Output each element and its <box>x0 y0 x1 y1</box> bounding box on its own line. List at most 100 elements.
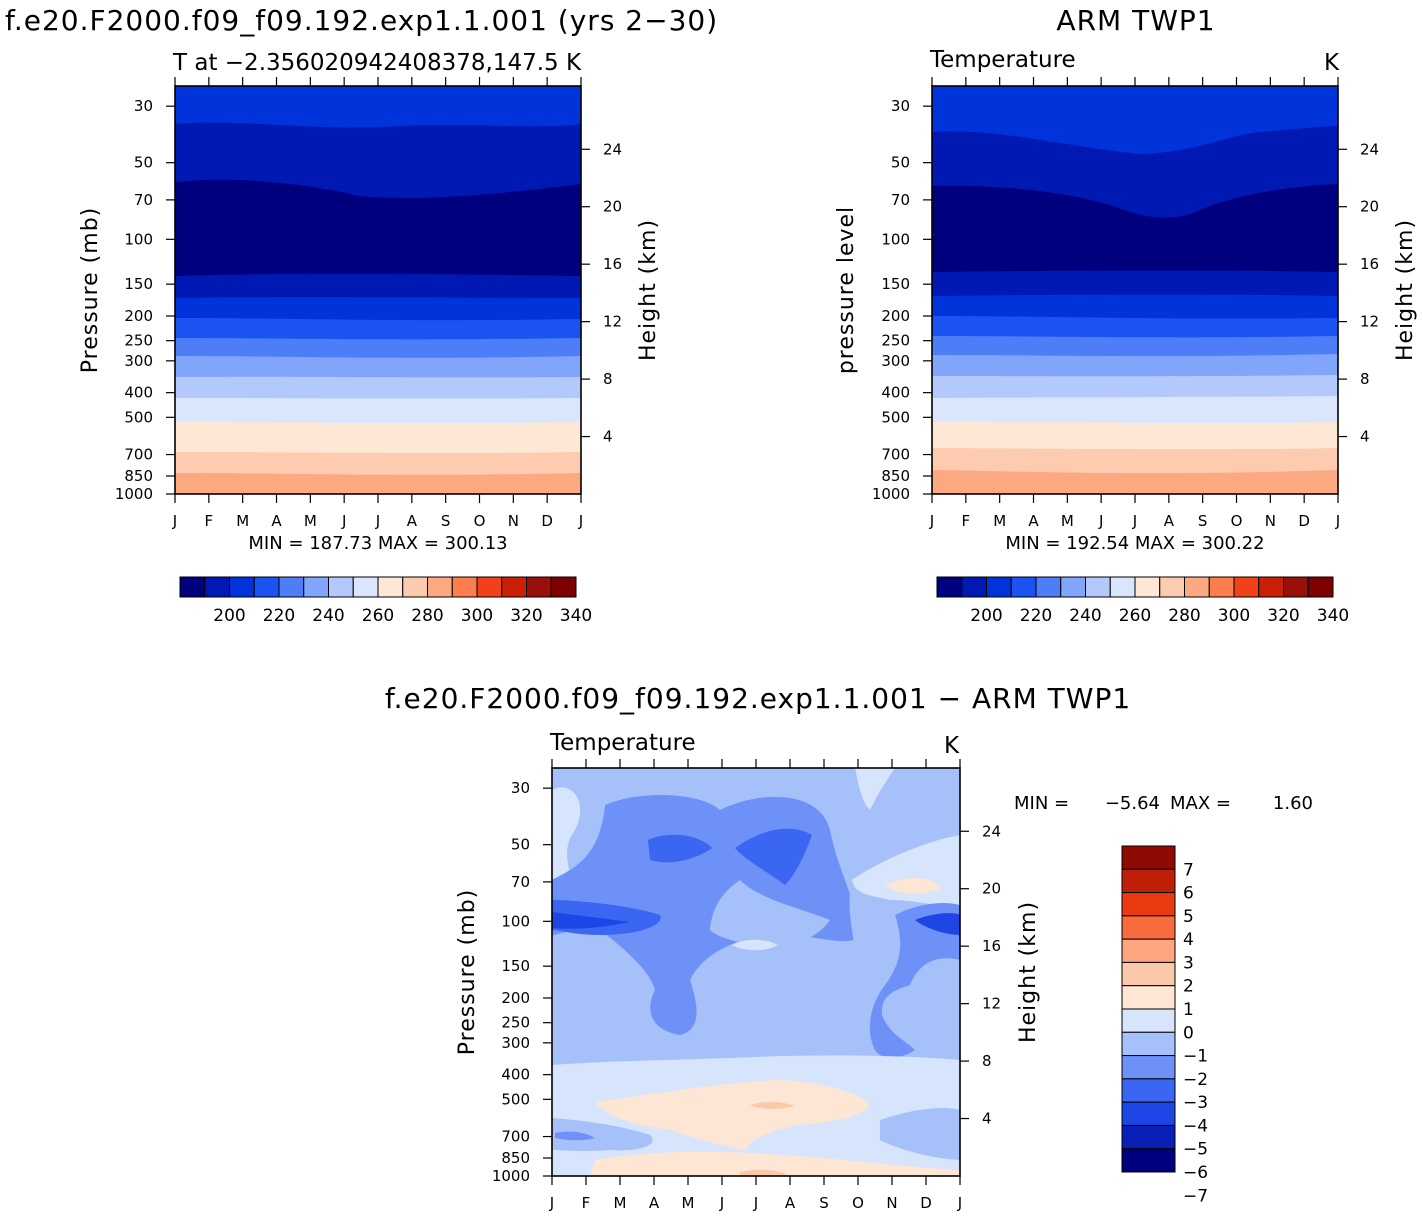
band <box>732 939 778 951</box>
y-tick-label: 850 <box>501 1149 530 1167</box>
colorbar-label: −4 <box>1183 1116 1208 1136</box>
colorbar-label: −5 <box>1183 1140 1208 1160</box>
band <box>750 1102 795 1109</box>
y2-tick-label: 16 <box>603 255 622 273</box>
colorbar-box <box>1060 576 1086 598</box>
x-tick-label: O <box>852 1194 864 1212</box>
panel-diff-min-label: MIN = <box>1014 793 1069 814</box>
y-tick-label: 300 <box>124 352 153 370</box>
y2-tick-label: 24 <box>982 822 1001 840</box>
colorbar-box <box>1010 576 1037 598</box>
band <box>852 835 960 910</box>
x-tick-label: J <box>341 512 346 530</box>
panel-diff-ylabel: Pressure (mb) <box>455 889 480 1056</box>
y2-tick-label: 16 <box>1360 255 1379 273</box>
y-tick-label: 250 <box>501 1014 530 1032</box>
y-tick-label: 700 <box>501 1128 530 1146</box>
colorbar-label: 280 <box>1168 606 1200 626</box>
y2-tick-label: 20 <box>982 880 1001 898</box>
colorbar-box <box>1085 576 1111 598</box>
colorbar-label: −7 <box>1183 1186 1208 1206</box>
panel-model-minmax: MIN = 187.73 MAX = 300.13 <box>248 533 507 554</box>
panel-obs-ylabel: pressure level <box>834 206 859 374</box>
band <box>552 912 630 929</box>
panel-diff-title: f.e20.F2000.f09_f09.192.exp1.1.001 − ARM… <box>385 682 1131 715</box>
y2-tick-label: 24 <box>1360 140 1379 158</box>
x-tick-label: J <box>1098 512 1103 530</box>
panel-obs-y2label: Height (km) <box>1393 219 1418 361</box>
colorbar-box <box>1283 576 1309 598</box>
x-tick-label: N <box>508 512 519 530</box>
x-tick-label: S <box>1198 512 1208 530</box>
colorbar-box <box>1307 576 1334 598</box>
y2-tick-label: 4 <box>982 1110 992 1128</box>
y-tick-label: 250 <box>124 332 153 350</box>
colorbar-box <box>1121 845 1176 870</box>
colorbar-label: 4 <box>1183 930 1194 950</box>
panel-diff-contour-fill <box>552 768 960 1176</box>
colorbar-label: 220 <box>263 606 295 626</box>
colorbar-label: 240 <box>1069 606 1101 626</box>
y-tick-label: 70 <box>511 873 530 891</box>
colorbar-box <box>1121 915 1176 940</box>
band <box>175 473 581 494</box>
panel-diff-max-label: MAX = <box>1170 793 1231 814</box>
x-tick-label: M <box>682 1194 695 1212</box>
x-tick-label: A <box>1164 512 1175 530</box>
y-tick-label: 850 <box>881 467 910 485</box>
band <box>740 1169 790 1176</box>
x-tick-label: J <box>1132 512 1137 530</box>
y-tick-label: 500 <box>124 408 153 426</box>
colorbar-box <box>1121 938 1176 963</box>
y2-tick-label: 4 <box>1360 428 1370 446</box>
colorbar-label: 340 <box>560 606 592 626</box>
y-tick-label: 150 <box>881 275 910 293</box>
colorbar-box <box>1159 576 1185 598</box>
colorbar-box <box>204 576 230 598</box>
panel-obs: ARM TWP1 Temperature K 30 50 70 100 150 200 25… <box>834 4 1418 626</box>
x-tick-label: J <box>753 1194 758 1212</box>
band <box>552 1160 580 1176</box>
y-tick-label: 100 <box>501 912 530 930</box>
colorbar-box <box>253 576 280 598</box>
panel-model-contour-fill <box>175 86 581 494</box>
panel-diff-colorbar: 7 6 5 4 3 2 1 0 −1 −2 −3 −4 −5 −6 −7 <box>1121 845 1208 1206</box>
y-tick-label: 70 <box>891 191 910 209</box>
y2-tick-label: 12 <box>1360 313 1379 331</box>
y-tick-label: 250 <box>881 332 910 350</box>
colorbar-box <box>1121 985 1176 1010</box>
colorbar-label: −1 <box>1183 1047 1208 1067</box>
band <box>880 1108 960 1160</box>
colorbar-label: 340 <box>1317 606 1349 626</box>
x-tick-label: D <box>920 1194 932 1212</box>
x-tick-label: M <box>304 512 317 530</box>
panel-model-colorbar: 200 220 240 260 280 300 320 340 <box>179 576 592 626</box>
y-tick-label: 1000 <box>115 485 153 503</box>
colorbar-box <box>402 576 428 598</box>
y2-tick-label: 20 <box>1360 198 1379 216</box>
x-tick-label: D <box>541 512 553 530</box>
colorbar-label: 280 <box>411 606 443 626</box>
y-tick-label: 100 <box>124 230 153 248</box>
colorbar-label: 240 <box>312 606 344 626</box>
x-tick-label: O <box>1231 512 1243 530</box>
x-tick-label: S <box>441 512 451 530</box>
panel-model-title: f.e20.F2000.f09_f09.192.exp1.1.001 (yrs … <box>5 4 718 37</box>
panel-obs-title: ARM TWP1 <box>1056 4 1215 37</box>
y2-tick-label: 12 <box>603 313 622 331</box>
colorbar-box <box>278 576 305 598</box>
y-tick-label: 850 <box>124 467 153 485</box>
colorbar-box <box>1121 892 1176 917</box>
colorbar-label: 260 <box>1119 606 1151 626</box>
y2-tick-label: 12 <box>982 995 1001 1013</box>
colorbar-label: 200 <box>213 606 245 626</box>
panel-diff-units: K <box>944 733 960 759</box>
x-tick-label: J <box>578 512 583 530</box>
colorbar-label: 300 <box>461 606 493 626</box>
y-tick-label: 30 <box>134 97 153 115</box>
band <box>932 470 1338 494</box>
panel-model-ylabel: Pressure (mb) <box>78 207 103 374</box>
colorbar-label: 320 <box>1267 606 1299 626</box>
panel-diff-y2label: Height (km) <box>1016 901 1041 1043</box>
x-tick-label: F <box>962 512 971 530</box>
